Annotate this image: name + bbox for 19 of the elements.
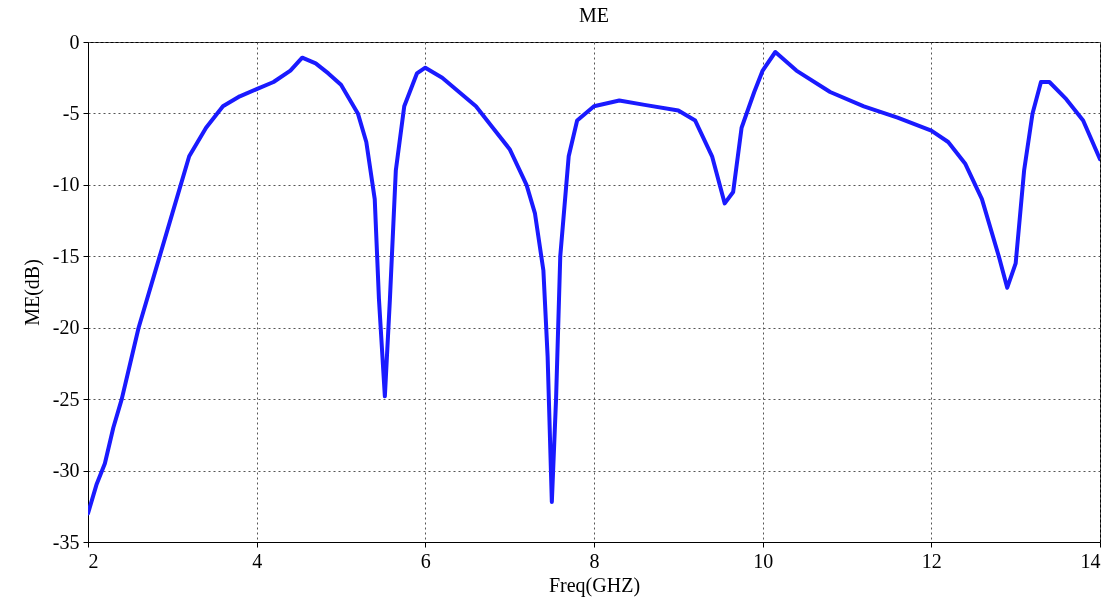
x-tick-label: 14 bbox=[1080, 549, 1101, 572]
x-tick-label: 10 bbox=[753, 549, 774, 572]
y-tick-label: -5 bbox=[62, 101, 80, 124]
x-tick-label: 6 bbox=[420, 549, 431, 572]
y-tick-label: 0 bbox=[69, 30, 80, 53]
y-axis-title: ME(dB) bbox=[20, 259, 44, 326]
x-tick-label: 2 bbox=[88, 549, 99, 572]
x-tick-label: 8 bbox=[589, 549, 600, 572]
y-tick-label: -30 bbox=[52, 459, 80, 482]
y-tick-label: -35 bbox=[52, 530, 80, 553]
x-axis-title: Freq(GHZ) bbox=[548, 573, 641, 597]
y-tick-label: -10 bbox=[52, 173, 80, 196]
x-tick-label: 4 bbox=[252, 549, 263, 572]
x-tick-label: 12 bbox=[921, 549, 942, 572]
y-tick-label: -15 bbox=[52, 244, 80, 267]
chart-title: ME bbox=[579, 4, 609, 26]
y-tick-label: -20 bbox=[52, 316, 80, 339]
line-series bbox=[88, 50, 1100, 516]
y-tick-label: -25 bbox=[52, 387, 80, 410]
